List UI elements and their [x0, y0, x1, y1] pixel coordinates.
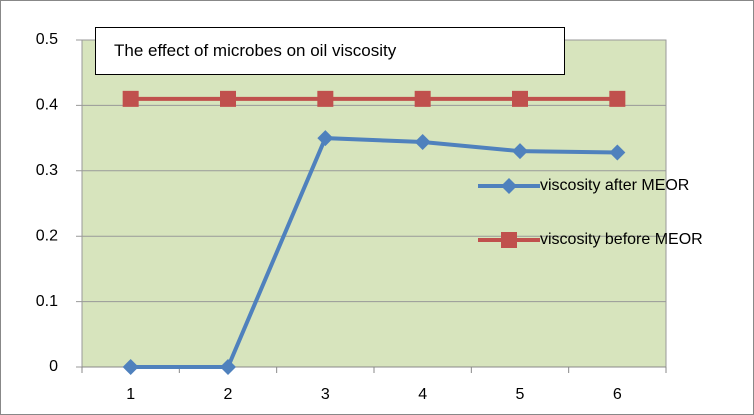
- x-tick-label: 4: [418, 386, 427, 403]
- legend-label: viscosity before MEOR: [540, 231, 703, 248]
- legend-marker: [501, 178, 517, 194]
- marker: [609, 144, 626, 161]
- plot-area: [81, 39, 667, 368]
- marker: [512, 143, 528, 160]
- y-tick-label: 0: [49, 358, 58, 375]
- y-tick-label: 0.4: [36, 97, 58, 114]
- marker: [414, 90, 431, 107]
- marker: [122, 359, 139, 375]
- x-tick-label: 6: [613, 386, 622, 403]
- marker: [220, 359, 236, 375]
- marker: [220, 90, 236, 107]
- y-tick-label: 0.5: [36, 31, 58, 48]
- marker: [414, 134, 431, 151]
- x-tick-label: 1: [126, 386, 135, 403]
- x-tick-label: 5: [516, 386, 525, 403]
- legend-label: viscosity after MEOR: [540, 177, 690, 194]
- x-tick-label: 3: [321, 386, 330, 403]
- marks: [122, 90, 626, 375]
- marker: [122, 90, 139, 107]
- marker: [512, 90, 528, 107]
- marker: [317, 130, 334, 147]
- series-line: [130, 136, 618, 369]
- marker: [317, 90, 334, 107]
- chart-title: The effect of microbes on oil viscosity: [95, 27, 565, 75]
- y-tick-label: 0.1: [36, 293, 58, 310]
- y-tick-label: 0.3: [36, 162, 58, 179]
- y-tick-label: 0.2: [36, 227, 58, 244]
- marker: [609, 90, 626, 107]
- x-tick-label: 2: [224, 386, 233, 403]
- legend-marker: [501, 232, 517, 248]
